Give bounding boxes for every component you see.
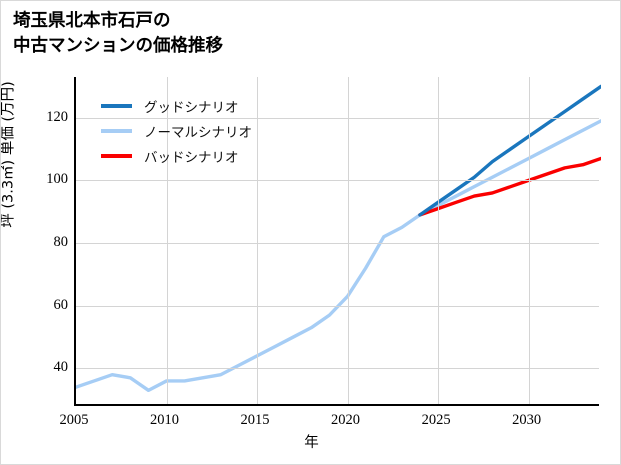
legend-item-bad: バッドシナリオ — [101, 143, 331, 168]
legend: グッドシナリオ ノーマルシナリオ バッドシナリオ — [101, 93, 331, 168]
legend-item-good: グッドシナリオ — [101, 93, 331, 118]
y-tick-label: 120 — [46, 108, 68, 125]
gridline-vertical — [528, 77, 530, 404]
gridline-vertical — [438, 77, 440, 404]
gridline-vertical — [166, 77, 168, 404]
legend-swatch-normal — [101, 128, 132, 133]
y-tick-label: 80 — [53, 234, 69, 251]
y-tick-label: 40 — [53, 359, 69, 376]
gridline-vertical — [257, 77, 259, 404]
legend-label-bad: バッドシナリオ — [144, 149, 239, 166]
series-line — [418, 156, 601, 217]
x-tick-label: 2010 — [150, 412, 180, 428]
x-tick-label: 2005 — [59, 412, 89, 428]
gridline-horizontal — [76, 368, 599, 370]
y-tick-label: 60 — [53, 296, 69, 313]
gridline-horizontal — [76, 180, 599, 182]
y-tick-label: 100 — [46, 171, 68, 188]
legend-label-normal: ノーマルシナリオ — [144, 124, 252, 141]
gridline-horizontal — [76, 243, 599, 245]
x-tick-label: 2015 — [240, 412, 270, 428]
page-title: 埼玉県北本市石戸の 中古マンションの価格推移 — [13, 11, 223, 56]
gridline-horizontal — [76, 305, 599, 307]
plot-area — [74, 77, 601, 406]
series-line — [418, 84, 601, 217]
x-tick-label: 2020 — [331, 412, 361, 428]
gridline-horizontal — [76, 117, 599, 119]
x-tick-label: 2025 — [421, 412, 451, 428]
legend-label-good: グッドシナリオ — [144, 99, 239, 116]
x-axis-title: 年 — [304, 435, 319, 451]
gridline-vertical — [347, 77, 349, 404]
x-tick-label: 2030 — [512, 412, 542, 428]
legend-item-normal: ノーマルシナリオ — [101, 118, 331, 143]
legend-swatch-good — [101, 103, 132, 108]
legend-swatch-bad — [101, 153, 132, 158]
